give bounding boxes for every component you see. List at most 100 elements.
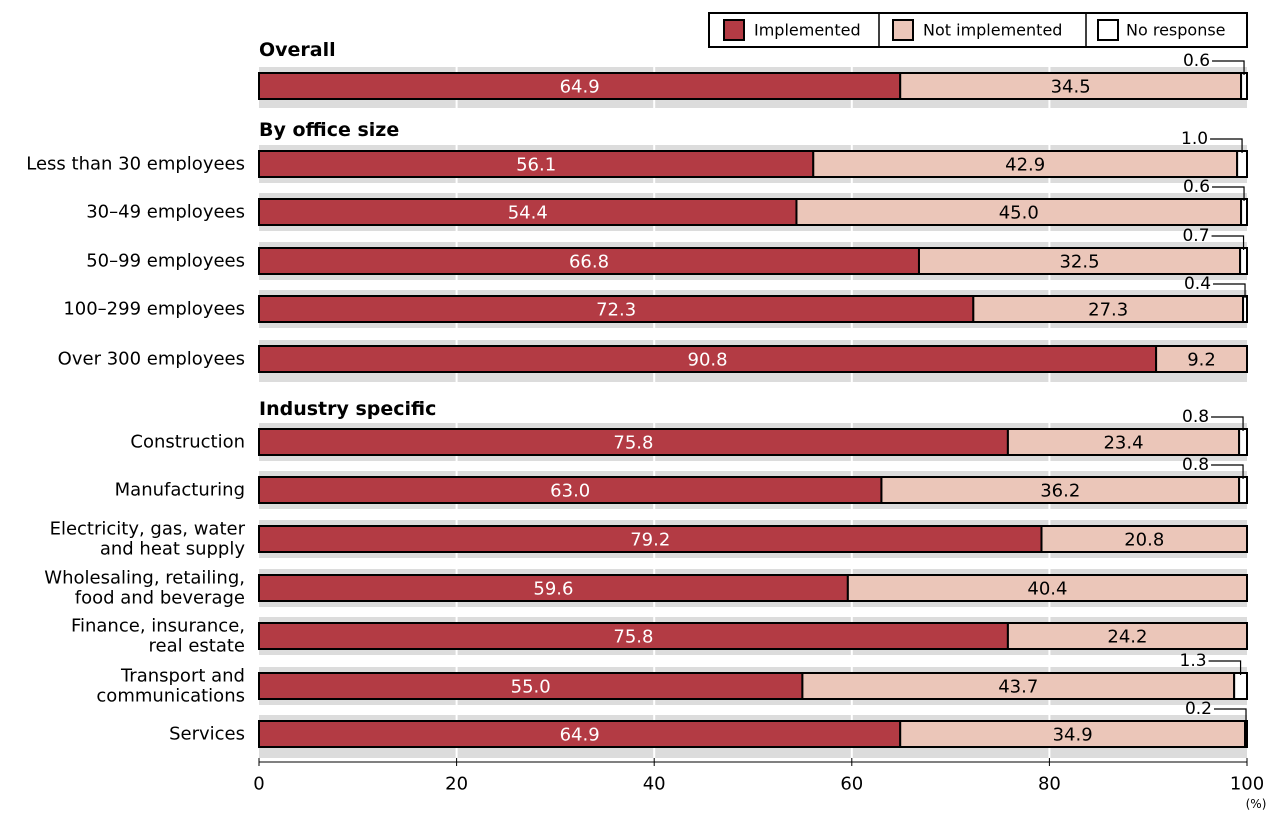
row-gap — [259, 328, 1247, 340]
row-gap — [259, 183, 1247, 193]
category-label: 50–99 employees — [86, 251, 245, 272]
no-response-segment — [1236, 150, 1248, 178]
no-response-value-label: 1.0 — [1181, 129, 1208, 149]
implemented-value-label: 75.8 — [613, 627, 653, 648]
bar-outline — [258, 295, 1248, 323]
implemented-value-label: 72.3 — [596, 300, 636, 321]
legend-label-1: Implemented — [754, 21, 861, 40]
row-gap — [259, 607, 1247, 617]
implemented-value-label: 75.8 — [613, 433, 653, 454]
x-unit-label: (%) — [1246, 797, 1267, 811]
legend-swatch-2 — [892, 19, 914, 41]
x-tick-label: 80 — [1038, 774, 1061, 795]
no-response-value-label: 0.8 — [1182, 407, 1209, 427]
not-implemented-value-label: 23.4 — [1103, 433, 1143, 454]
category-label: and heat supply — [100, 539, 246, 560]
x-tick-label: 100 — [1230, 774, 1264, 795]
legend-swatch-1 — [723, 19, 745, 41]
no-response-callout-line — [1211, 464, 1244, 479]
category-label: Services — [169, 724, 245, 745]
row-gap — [259, 705, 1247, 715]
not-implemented-value-label: 20.8 — [1124, 530, 1164, 551]
not-implemented-value-label: 45.0 — [999, 203, 1039, 224]
category-label: real estate — [148, 636, 245, 657]
bar-outline — [258, 622, 1248, 650]
category-label: Construction — [130, 432, 245, 453]
not-implemented-segment — [972, 295, 1245, 323]
legend-swatch-3 — [1097, 19, 1119, 41]
x-axis: 0 20 40 60 80 100 (%) — [253, 758, 1266, 811]
category-label: Over 300 employees — [58, 349, 245, 370]
not-implemented-value-label: 27.3 — [1088, 300, 1128, 321]
not-implemented-value-label: 34.5 — [1051, 77, 1091, 98]
no-response-callout-line — [1213, 283, 1246, 298]
implemented-value-label: 54.4 — [508, 203, 548, 224]
bar-outline — [258, 247, 1248, 275]
implemented-value-label: 66.8 — [569, 252, 609, 273]
implemented-value-label: 64.9 — [560, 77, 600, 98]
bar-outline — [258, 428, 1248, 456]
no-response-value-label: 0.6 — [1183, 51, 1210, 71]
no-response-callout-line — [1211, 235, 1245, 250]
no-response-segment — [1239, 247, 1248, 275]
bar-outline — [258, 476, 1248, 504]
category-label: Wholesaling, retailing, — [44, 568, 245, 589]
category-label: communications — [96, 686, 245, 707]
legend: Implemented Not implemented No response — [708, 12, 1248, 48]
bar-outline — [258, 525, 1248, 553]
x-tick-label: 60 — [840, 774, 863, 795]
no-response-callout-line — [1211, 416, 1244, 431]
implemented-value-label: 56.1 — [516, 155, 556, 176]
no-response-callout-line — [1212, 60, 1245, 75]
x-tick-label: 0 — [253, 774, 264, 795]
x-tick-label: 40 — [643, 774, 666, 795]
no-response-value-label: 0.4 — [1184, 274, 1211, 294]
category-label: Finance, insurance, — [71, 616, 245, 637]
not-implemented-segment — [899, 720, 1247, 748]
not-implemented-value-label: 24.2 — [1107, 627, 1147, 648]
implemented-value-label: 55.0 — [511, 677, 551, 698]
no-response-callout-line — [1212, 186, 1245, 201]
no-response-value-label: 0.6 — [1183, 177, 1210, 197]
legend-box — [708, 12, 1248, 48]
category-label: 100–299 employees — [63, 299, 245, 320]
category-label: 30–49 employees — [86, 202, 245, 223]
x-tick-label: 20 — [445, 774, 468, 795]
not-implemented-value-label: 32.5 — [1059, 252, 1099, 273]
category-label: Less than 30 employees — [26, 154, 245, 175]
bar-outline — [258, 150, 1248, 178]
bars-layer — [258, 72, 1249, 748]
not-implemented-value-label: 9.2 — [1187, 350, 1216, 371]
labels-layer: Overall By office size Industry specific 64… — [26, 39, 1247, 746]
section-title: By office size — [259, 119, 399, 141]
bar-outline — [258, 72, 1248, 100]
category-label: Electricity, gas, water — [50, 519, 246, 540]
row-gap — [259, 655, 1247, 667]
no-response-value-label: 0.8 — [1182, 455, 1209, 475]
bar-outline — [258, 198, 1248, 226]
no-response-value-label: 1.3 — [1180, 651, 1207, 671]
legend-label-3: No response — [1126, 21, 1226, 40]
not-implemented-value-label: 34.9 — [1053, 725, 1093, 746]
no-response-segment — [1238, 428, 1248, 456]
implemented-value-label: 90.8 — [688, 350, 728, 371]
no-response-callout-line — [1210, 138, 1243, 153]
no-response-segment — [1238, 476, 1248, 504]
row-gap — [259, 509, 1247, 520]
bar-outline — [258, 672, 1248, 700]
implemented-value-label: 79.2 — [630, 530, 670, 551]
row-gap — [259, 558, 1247, 569]
section-title: Industry specific — [259, 398, 436, 420]
implemented-value-label: 64.9 — [560, 725, 600, 746]
no-response-value-label: 0.7 — [1182, 226, 1209, 246]
not-implemented-value-label: 40.4 — [1027, 579, 1067, 600]
bar-outline — [258, 720, 1248, 748]
bar-outline — [258, 574, 1248, 602]
not-implemented-value-label: 36.2 — [1040, 481, 1080, 502]
section-title: Overall — [259, 39, 336, 61]
no-response-value-label: 0.2 — [1185, 699, 1212, 719]
category-label: Transport and — [120, 666, 245, 687]
implemented-value-label: 59.6 — [533, 579, 573, 600]
not-implemented-value-label: 42.9 — [1005, 155, 1045, 176]
